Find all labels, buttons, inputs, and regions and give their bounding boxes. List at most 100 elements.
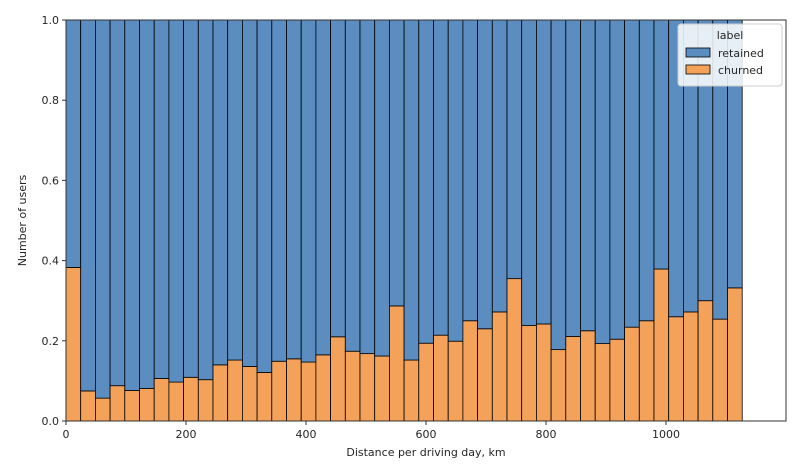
bar-retained-28 — [477, 19, 493, 330]
bar-retained-15 — [286, 19, 302, 360]
bar-retained-10 — [212, 19, 229, 366]
bar-retained-26 — [447, 19, 464, 342]
x-axis-label: Distance per driving day, km — [346, 446, 505, 459]
legend-title: label — [717, 29, 744, 42]
bar-retained-1 — [80, 19, 96, 392]
bar-retained-34 — [565, 19, 581, 337]
y-tick-label: 0.0 — [42, 415, 60, 428]
bar-churned-33 — [550, 349, 567, 422]
legend-label-churned: churned — [718, 64, 763, 77]
bar-churned-5 — [139, 388, 155, 422]
bar-churned-37 — [609, 338, 626, 422]
bar-retained-13 — [256, 19, 273, 373]
bars-layer — [65, 19, 743, 422]
bar-retained-36 — [594, 19, 611, 345]
bar-retained-38 — [624, 19, 640, 328]
bar-retained-3 — [109, 19, 126, 387]
bar-retained-20 — [359, 19, 376, 355]
bar-churned-15 — [286, 358, 302, 422]
x-tick-label: 400 — [296, 428, 317, 441]
bar-retained-5 — [139, 19, 155, 389]
bar-retained-33 — [550, 19, 567, 351]
bar-retained-35 — [580, 19, 596, 332]
bar-churned-1 — [80, 390, 96, 422]
bar-churned-29 — [491, 311, 508, 422]
bar-retained-18 — [330, 19, 346, 338]
bar-retained-40 — [653, 19, 670, 270]
bar-churned-40 — [653, 268, 670, 422]
bar-churned-8 — [183, 376, 199, 422]
bar-retained-27 — [462, 19, 478, 322]
bar-retained-24 — [418, 19, 434, 344]
bar-retained-39 — [638, 19, 655, 322]
bar-churned-32 — [536, 323, 552, 422]
x-tick-label: 800 — [536, 428, 557, 441]
y-tick-label: 1.0 — [42, 14, 60, 27]
y-axis: 0.0 0.2 0.4 0.6 0.8 1.0 — [42, 14, 66, 428]
x-tick-label: 200 — [176, 428, 197, 441]
bar-retained-32 — [536, 19, 552, 325]
x-axis: 0 200 400 600 800 1000 — [63, 421, 680, 441]
bar-retained-2 — [95, 19, 111, 399]
legend-label-retained: retained — [718, 47, 764, 60]
bar-retained-8 — [183, 19, 199, 378]
bar-churned-28 — [477, 328, 493, 422]
bar-churned-12 — [241, 366, 258, 422]
bar-churned-3 — [109, 385, 126, 422]
bar-retained-4 — [124, 19, 140, 391]
bar-churned-35 — [580, 330, 596, 422]
y-tick-label: 0.6 — [42, 174, 60, 187]
bar-churned-16 — [300, 361, 317, 422]
bar-churned-22 — [388, 305, 405, 422]
legend-swatch-churned — [685, 64, 711, 75]
bar-retained-29 — [491, 19, 508, 313]
bar-retained-7 — [168, 19, 184, 383]
bar-retained-23 — [403, 19, 420, 361]
bar-churned-23 — [403, 359, 420, 422]
bar-churned-11 — [227, 359, 243, 422]
x-tick-label: 600 — [416, 428, 437, 441]
x-tick-label: 0 — [63, 428, 70, 441]
bar-retained-37 — [609, 19, 626, 340]
bar-retained-12 — [241, 19, 258, 367]
bar-retained-16 — [300, 19, 317, 363]
bar-churned-6 — [153, 378, 170, 422]
bar-retained-19 — [344, 19, 361, 352]
bar-churned-10 — [212, 364, 229, 422]
bar-retained-6 — [153, 19, 170, 379]
y-tick-label: 0.4 — [42, 255, 60, 268]
bar-retained-11 — [227, 19, 243, 361]
bar-retained-0 — [65, 19, 82, 268]
y-tick-label: 0.8 — [42, 94, 60, 107]
bar-churned-44 — [712, 318, 728, 422]
bar-churned-38 — [624, 326, 640, 422]
bar-churned-24 — [418, 342, 434, 422]
bar-churned-34 — [565, 335, 581, 422]
bar-churned-25 — [433, 334, 449, 422]
bar-churned-36 — [594, 343, 611, 422]
bar-churned-41 — [668, 316, 684, 422]
bar-churned-39 — [638, 320, 655, 422]
bar-churned-21 — [374, 355, 390, 422]
bar-churned-45 — [727, 287, 743, 422]
bar-retained-25 — [433, 19, 449, 336]
bar-churned-26 — [447, 340, 464, 422]
bar-churned-9 — [197, 379, 214, 422]
bar-churned-17 — [315, 354, 331, 422]
bar-churned-18 — [330, 336, 346, 422]
y-axis-label: Number of users — [16, 174, 29, 266]
bar-churned-14 — [271, 360, 287, 422]
bar-retained-30 — [506, 19, 523, 280]
bar-churned-20 — [359, 353, 376, 422]
bar-churned-19 — [344, 350, 361, 422]
bar-retained-22 — [388, 19, 405, 307]
bar-churned-30 — [506, 278, 523, 422]
y-tick-label: 0.2 — [42, 335, 60, 348]
bar-retained-14 — [271, 19, 287, 362]
bar-churned-42 — [683, 311, 699, 422]
bar-retained-9 — [197, 19, 214, 381]
bar-churned-13 — [256, 372, 273, 422]
bar-churned-31 — [521, 325, 537, 422]
